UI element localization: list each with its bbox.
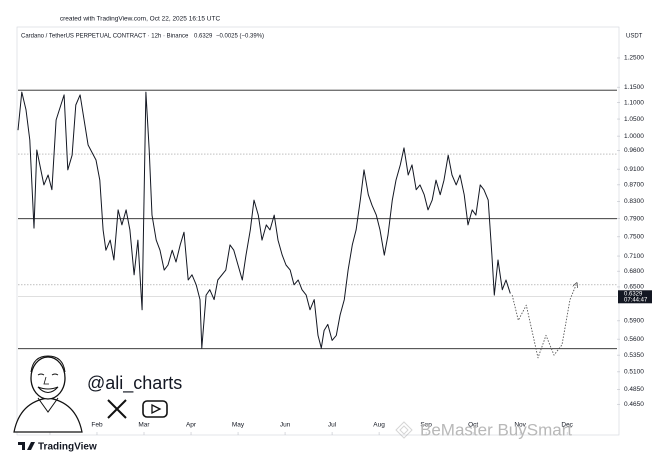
- avatar: [13, 355, 83, 433]
- y-tick-label: 1.0000: [624, 133, 644, 140]
- x-tick-label: Sep: [420, 422, 432, 429]
- x-tick-label: Dec: [561, 422, 573, 429]
- price-line: [17, 91, 511, 349]
- y-tick-label: 0.7900: [624, 215, 644, 222]
- y-tick-label: 1.1000: [624, 99, 644, 106]
- y-tick-label: 0.9600: [624, 147, 644, 154]
- x-tick-label: Jul: [328, 422, 337, 429]
- y-tick-label: 0.5350: [624, 352, 644, 359]
- header-change: −0.0025 (−0.39%): [216, 34, 264, 40]
- youtube-icon[interactable]: [142, 400, 168, 418]
- y-tick-label: 0.5600: [624, 336, 644, 343]
- watermark-logo: [395, 421, 413, 439]
- y-unit: USDT: [626, 34, 643, 40]
- created-note: created with TradingView.com, Oct 22, 20…: [60, 16, 221, 23]
- x-tick-label: Mar: [138, 422, 150, 429]
- plot-frame: [16, 26, 620, 436]
- y-tick-label: 0.6800: [624, 268, 644, 275]
- y-tick-label: 0.8300: [624, 198, 644, 205]
- y-tick-label: 1.1500: [624, 84, 644, 91]
- x-tick-label: Apr: [186, 422, 197, 429]
- watermark: BeMaster BuySmart: [420, 420, 572, 439]
- symbol-title: Cardano / TetherUS PERPETUAL CONTRACT · …: [21, 34, 189, 40]
- x-tick-label: Nov: [514, 422, 526, 429]
- header-price: 0.6329: [194, 34, 213, 40]
- brand: TradingView: [38, 442, 97, 453]
- x-tick-label: Oct: [468, 422, 478, 429]
- y-tick-label: 0.7500: [624, 234, 644, 241]
- x-tick-label: Aug: [373, 422, 385, 429]
- y-tick-label: 0.5900: [624, 318, 644, 325]
- x-tick-label: Jun: [280, 422, 291, 429]
- last-price-label: 0.6329: [624, 291, 643, 297]
- y-tick-label: 0.8700: [624, 182, 644, 189]
- y-tick-label: 1.0500: [624, 116, 644, 123]
- countdown: 07:44:47: [624, 297, 648, 303]
- tradingview-logo: [18, 442, 35, 450]
- y-tick-label: 0.4850: [624, 386, 644, 393]
- y-tick-label: 0.9100: [624, 166, 644, 173]
- x-tick-label: Feb: [91, 422, 103, 429]
- y-tick-label: 0.7100: [624, 253, 644, 260]
- y-tick-label: 1.2500: [624, 55, 644, 62]
- y-tick-label: 0.6500: [624, 284, 644, 291]
- x-tick-label: May: [232, 422, 245, 429]
- y-tick-label: 0.5100: [624, 369, 644, 376]
- x-icon[interactable]: [107, 399, 127, 419]
- projection-line: [511, 285, 576, 359]
- author-handle: @ali_charts: [87, 373, 182, 394]
- y-tick-label: 0.4650: [624, 401, 644, 408]
- last-price-box: [618, 290, 652, 304]
